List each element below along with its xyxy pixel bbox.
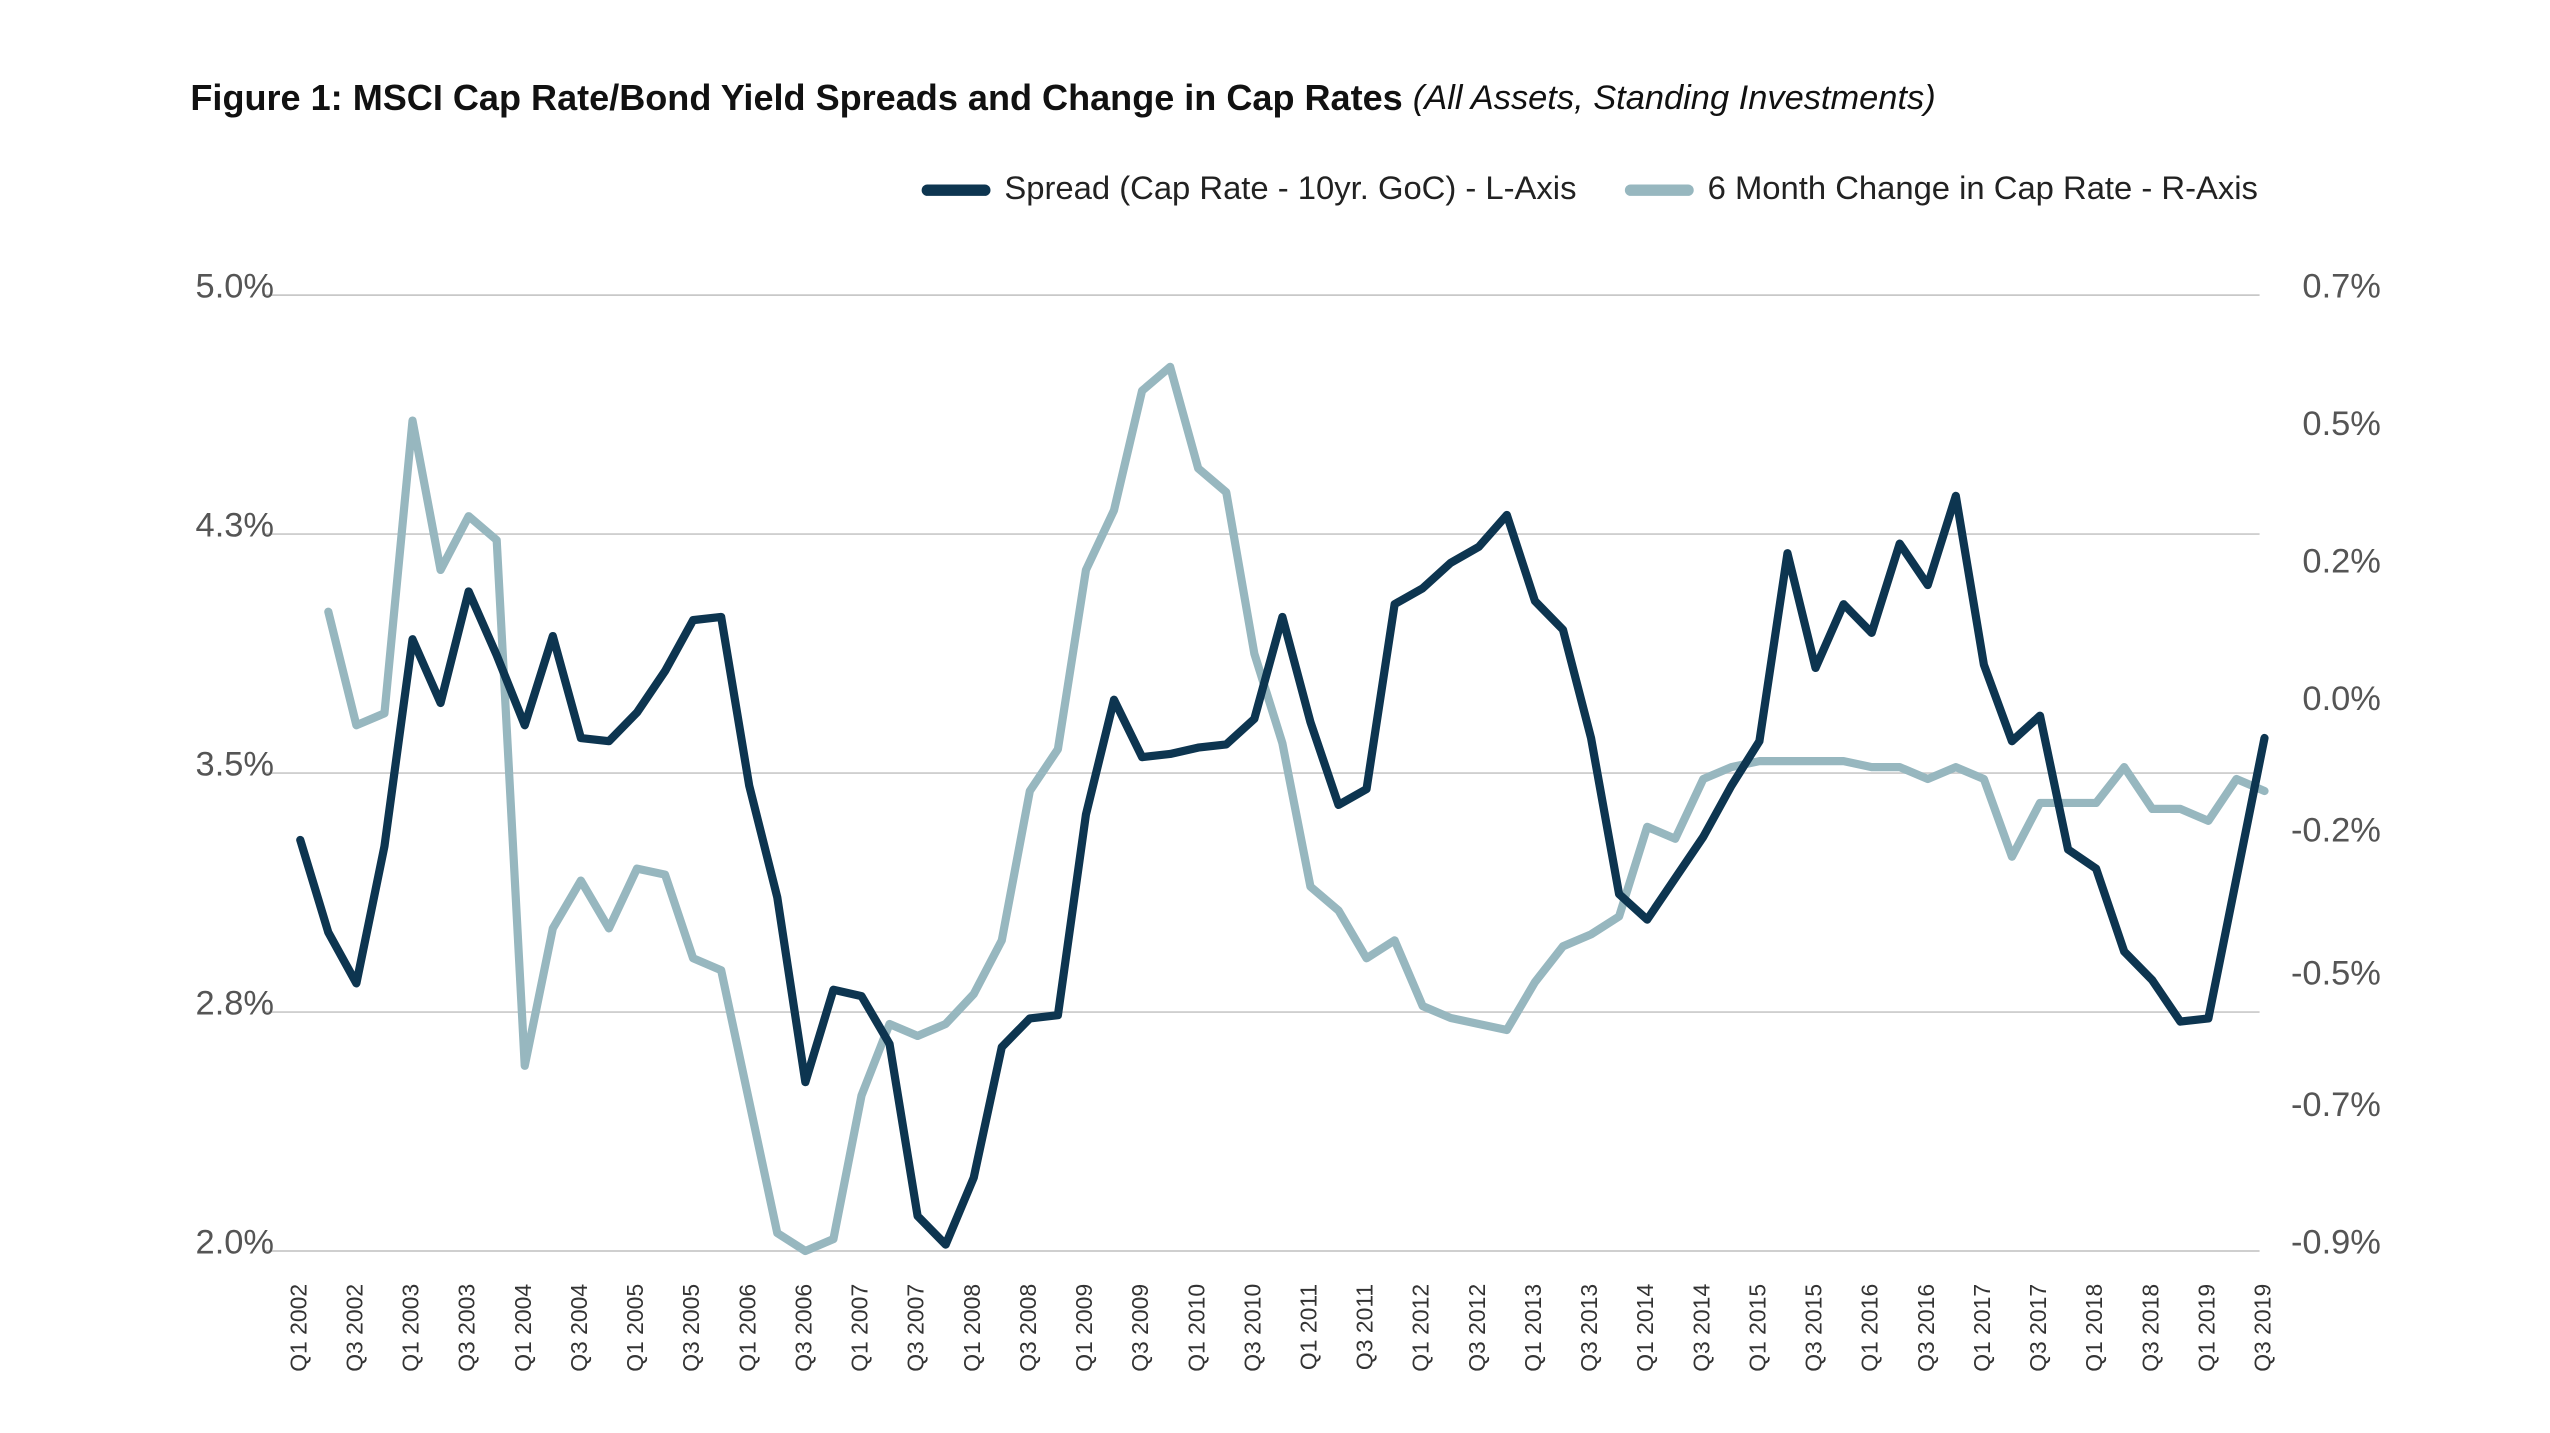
x-tick-label: Q1 2012 [1408, 1284, 1434, 1372]
x-tick-label: Q3 2015 [1801, 1284, 1827, 1372]
y2-tick-label: -0.5% [2291, 955, 2381, 993]
y-tick-label: 5.0% [196, 268, 274, 306]
x-tick-label: Q3 2010 [1239, 1284, 1265, 1372]
y2-tick-label: -0.7% [2291, 1086, 2381, 1124]
legend-label: 6 Month Change in Cap Rate - R-Axis [1708, 169, 2258, 206]
x-tick-label: Q3 2011 [1352, 1284, 1378, 1370]
x-tick-label: Q1 2011 [1296, 1284, 1322, 1370]
y-tick-label: 3.5% [196, 746, 274, 784]
x-tick-label: Q1 2010 [1183, 1284, 1209, 1372]
y2-tick-label: -0.9% [2291, 1224, 2381, 1262]
chart-title-group: Figure 1: MSCI Cap Rate/Bond Yield Sprea… [190, 77, 1935, 118]
y2-tick-label: 0.0% [2302, 680, 2380, 718]
y2-tick-label: -0.2% [2291, 811, 2381, 849]
y2-tick-label: 0.5% [2302, 405, 2380, 443]
x-tick-label: Q3 2014 [1688, 1284, 1714, 1372]
y2-tick-label: 0.2% [2302, 542, 2380, 580]
x-tick-label: Q3 2013 [1576, 1284, 1602, 1372]
x-tick-label: Q3 2006 [790, 1284, 816, 1372]
x-tick-label: Q3 2016 [1913, 1284, 1939, 1372]
x-tick-label: Q1 2005 [622, 1284, 648, 1372]
x-tick-label: Q1 2008 [959, 1284, 985, 1372]
x-tick-label: Q3 2007 [903, 1284, 929, 1372]
x-tick-label: Q1 2013 [1520, 1284, 1546, 1372]
x-tick-label: Q3 2018 [2137, 1284, 2163, 1372]
chart-subtitle: (All Assets, Standing Investments) [1413, 79, 1936, 117]
x-tick-label: Q3 2003 [454, 1284, 480, 1372]
x-tick-label: Q1 2007 [847, 1284, 873, 1372]
y-tick-label: 2.8% [196, 985, 274, 1023]
series-line [296, 491, 2269, 1249]
x-tick-label: Q1 2015 [1744, 1284, 1770, 1372]
x-tick-label: Q1 2004 [510, 1284, 536, 1372]
x-tick-label: Q3 2004 [566, 1284, 592, 1372]
x-tick-label: Q1 2016 [1857, 1284, 1883, 1372]
x-tick-label: Q3 2005 [678, 1284, 704, 1372]
x-tick-label: Q1 2009 [1071, 1284, 1097, 1372]
x-tick-label: Q3 2009 [1127, 1284, 1153, 1372]
y2-tick-label: 0.7% [2302, 268, 2380, 306]
x-tick-label: Q1 2017 [1969, 1284, 1995, 1372]
x-tick-label: Q3 2008 [1015, 1284, 1041, 1372]
x-tick-label: Q1 2002 [285, 1284, 311, 1372]
x-tick-label: Q1 2014 [1632, 1284, 1658, 1372]
x-tick-label: Q1 2003 [398, 1284, 424, 1372]
chart-title: Figure 1: MSCI Cap Rate/Bond Yield Sprea… [190, 77, 1402, 118]
x-tick-label: Q3 2019 [2250, 1284, 2276, 1372]
y-tick-label: 4.3% [196, 507, 274, 545]
legend-label: Spread (Cap Rate - 10yr. GoC) - L-Axis [1004, 169, 1576, 206]
y-tick-label: 2.0% [196, 1224, 274, 1262]
series-line [324, 362, 2269, 1256]
x-tick-label: Q1 2018 [2081, 1284, 2107, 1372]
x-tick-label: Q3 2002 [341, 1284, 367, 1372]
x-tick-label: Q1 2006 [734, 1284, 760, 1372]
x-tick-label: Q3 2017 [2025, 1284, 2051, 1372]
x-tick-label: Q1 2019 [2193, 1284, 2219, 1372]
x-tick-label: Q3 2012 [1464, 1284, 1490, 1372]
